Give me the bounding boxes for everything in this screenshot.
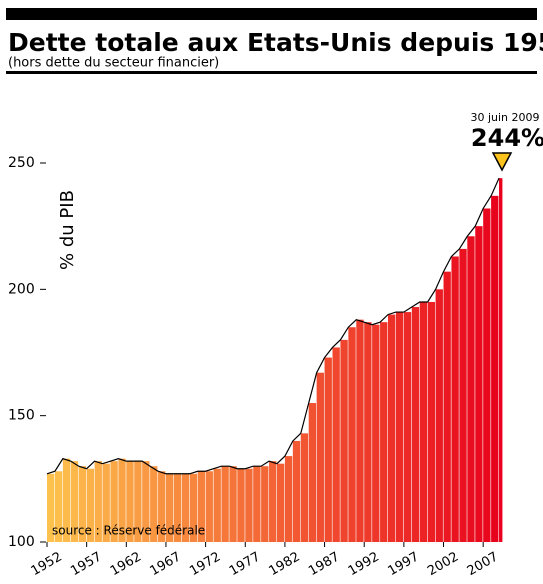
title-rule [6, 71, 537, 74]
bar [300, 433, 309, 542]
bar [221, 466, 229, 542]
bar [86, 468, 94, 542]
bar [411, 307, 420, 542]
bar [348, 327, 356, 542]
x-tick-label: 1982 [267, 550, 303, 580]
bar [158, 471, 166, 542]
bar [395, 312, 404, 542]
bar [276, 463, 285, 542]
bar [78, 466, 87, 542]
x-tick-label: 2007 [465, 550, 501, 580]
bar [150, 466, 158, 542]
bar [491, 195, 499, 542]
bar [443, 271, 451, 542]
bar [70, 461, 79, 542]
chart-title: Dette totale aux Etats-Unis depuis 1952 [8, 28, 543, 57]
y-tick-label: 200 [8, 281, 35, 297]
bar [237, 468, 245, 542]
y-tick-label: 150 [8, 408, 35, 424]
bar [459, 248, 467, 542]
bar [126, 461, 134, 542]
bar [142, 461, 150, 542]
bar [229, 466, 237, 542]
y-tick-label: 100 [8, 534, 35, 550]
bar [245, 468, 253, 542]
line [46, 177, 500, 475]
bar [435, 289, 443, 542]
y-tick-label: 250 [8, 155, 35, 171]
annotation-value: 244% [471, 124, 543, 152]
source: source : Réserve fédérale [52, 524, 205, 538]
x-tick-label: 1957 [68, 550, 104, 580]
bar [102, 463, 110, 542]
bar [62, 458, 71, 542]
chart-subtitle: (hors dette du secteur financier) [8, 56, 219, 71]
bar [134, 461, 142, 542]
top-bar [6, 8, 537, 20]
bar [261, 466, 269, 542]
marker [491, 152, 513, 172]
x-tick-label: 1962 [108, 550, 144, 580]
y-axis-label: % du PIB [57, 190, 78, 270]
bar [118, 458, 126, 542]
x-tick-label: 1952 [29, 550, 65, 580]
bar [308, 403, 317, 542]
bar [324, 357, 332, 542]
bar [110, 461, 118, 542]
bar [181, 473, 190, 542]
bar [372, 324, 380, 542]
bar [205, 471, 213, 542]
bar [54, 471, 63, 542]
bar [364, 322, 372, 542]
bar [213, 468, 221, 542]
bar [356, 319, 364, 542]
x-tick-label: 2002 [425, 550, 461, 580]
bar [47, 473, 55, 542]
x-tick-label: 1977 [227, 550, 263, 580]
bar [253, 466, 261, 542]
bar [483, 208, 491, 543]
annotation-date: 30 juin 2009 [470, 111, 539, 124]
x-tick-label: 1992 [346, 550, 382, 580]
bar [475, 226, 483, 542]
bar [284, 456, 293, 542]
bar [269, 461, 277, 542]
bar [499, 178, 503, 542]
bar [451, 256, 459, 542]
x-tick-label: 1967 [148, 550, 184, 580]
bar [173, 473, 182, 542]
bar [189, 473, 198, 542]
bar [427, 301, 435, 542]
bar [380, 322, 388, 542]
bar [332, 347, 340, 542]
bar [316, 372, 324, 542]
bar [467, 236, 475, 543]
bar [403, 312, 412, 542]
bar [340, 339, 348, 542]
bar [197, 471, 206, 542]
x-tick-label: 1997 [385, 550, 421, 580]
x-tick-label: 1972 [187, 550, 223, 580]
bar [165, 473, 174, 542]
bar [419, 301, 428, 542]
bar [292, 440, 301, 542]
x-tick-label: 1987 [306, 550, 342, 580]
plot [46, 177, 503, 543]
bar [388, 314, 396, 542]
bar [94, 461, 102, 542]
